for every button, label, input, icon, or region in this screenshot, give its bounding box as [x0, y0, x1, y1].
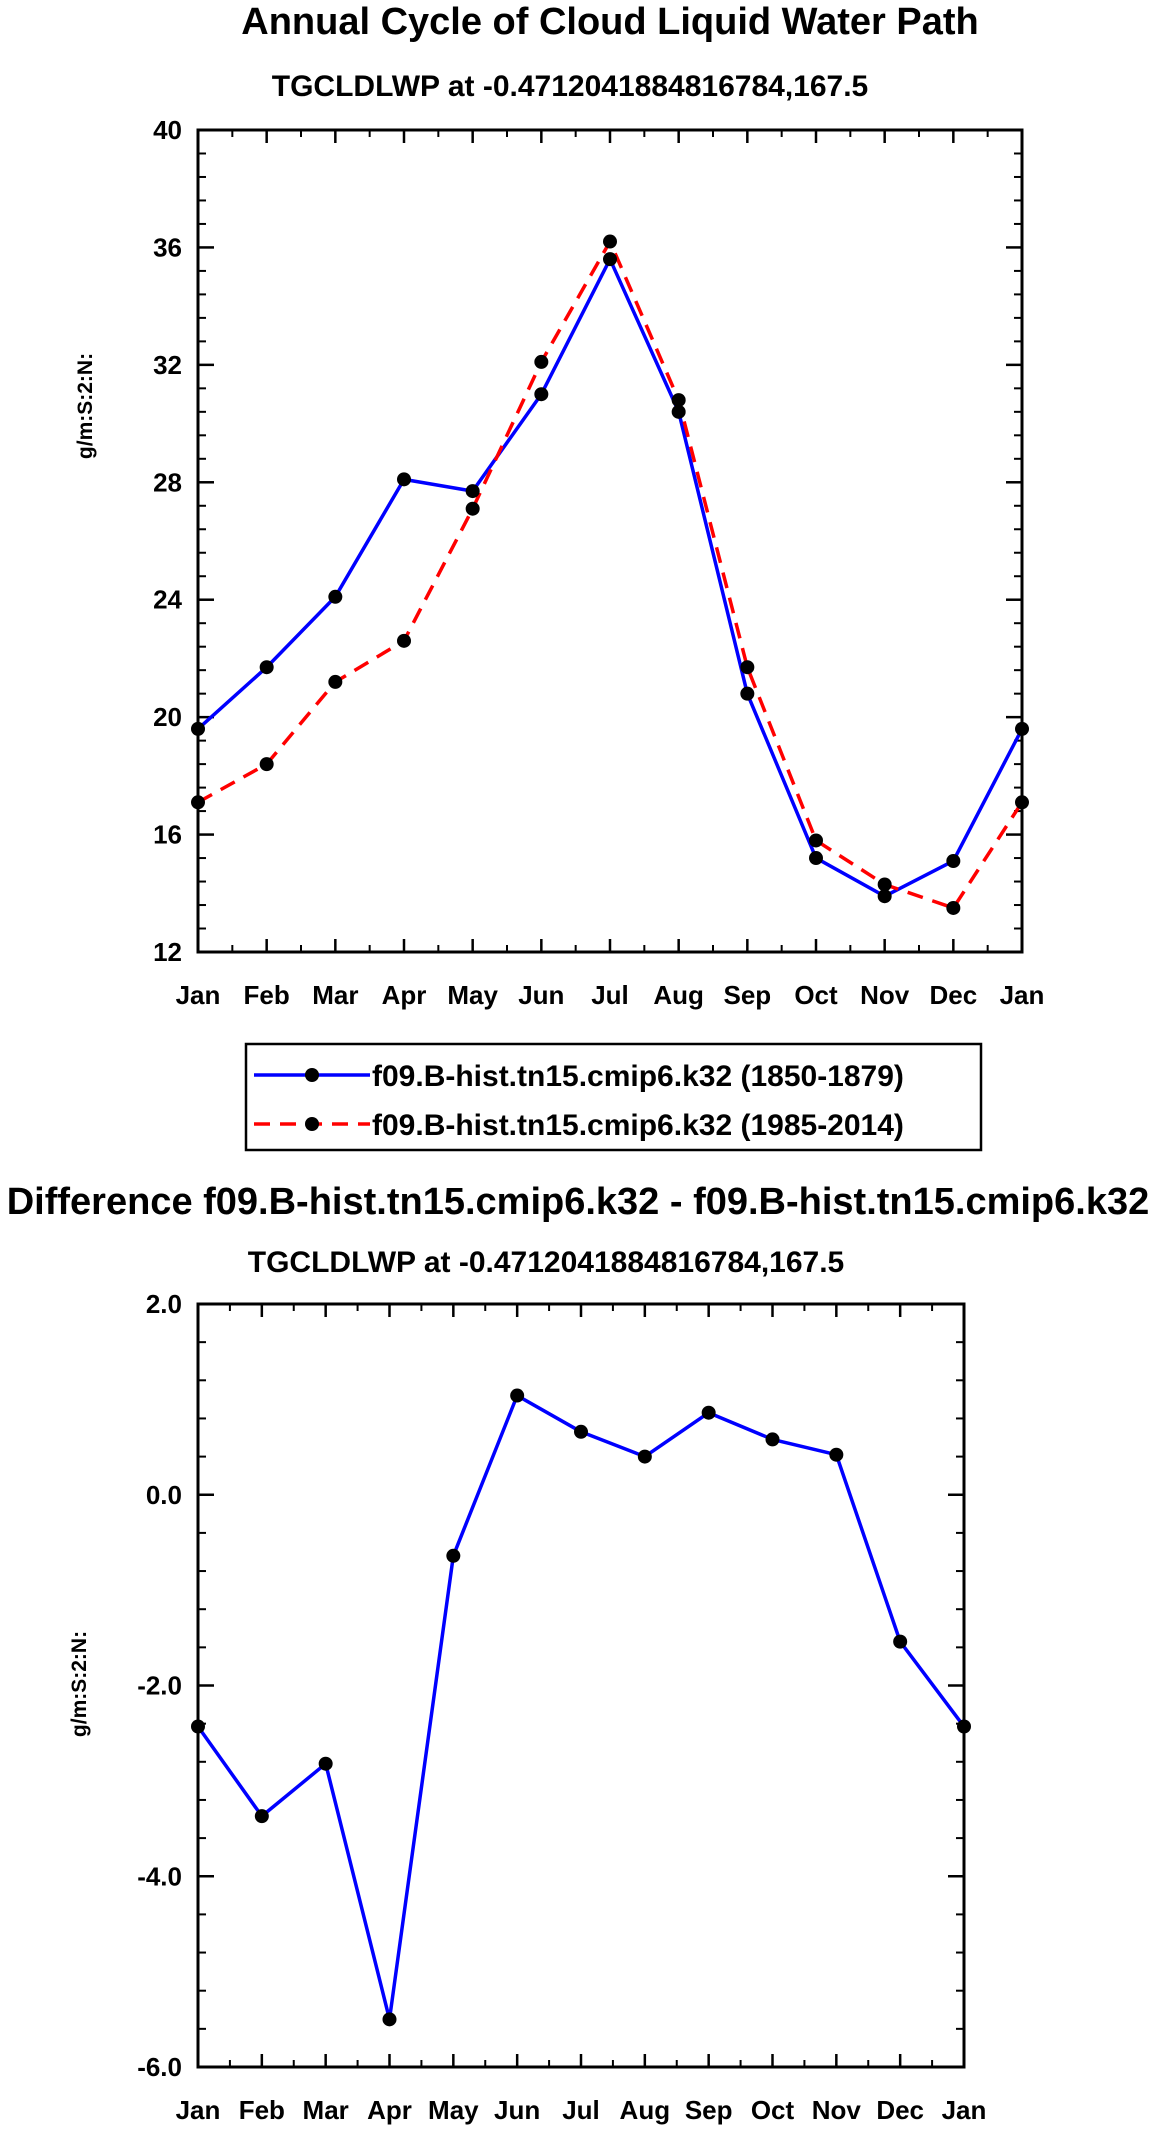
plot-area-difference: Jan Feb Mar Apr May Jun Jul Aug Sep Oct Nov Dec Jan -…: [137, 1289, 986, 2125]
y-tick-label: 2.0: [146, 1289, 182, 1319]
legend-box: [244, 1042, 983, 1152]
y-axis-label: g/m:S:2:N:: [74, 353, 97, 459]
plot-frame: [196, 1302, 966, 2069]
data-point-series-1: [877, 889, 892, 904]
data-point-series-1: [446, 1548, 461, 1563]
x-tick-label: Apr: [367, 2095, 412, 2125]
legend-label-series-1: f09.B-hist.tn15.cmip6.k32 (1850-1879): [372, 1060, 904, 1093]
data-point-series-1: [574, 1424, 588, 1439]
x-tick-label: Jan: [1000, 980, 1045, 1010]
chart-title-difference: Difference f09.B-hist.tn15.cmip6.k32 - f…: [7, 1181, 1150, 1223]
series-line-1: [196, 257, 1024, 898]
y-tick-label: 36: [153, 232, 182, 262]
legend-marker-series-2: [305, 1117, 319, 1131]
data-point-series-1: [701, 1405, 716, 1420]
chart-subtitle: TGCLDLWP at -0.4712041884816784,167.5: [272, 70, 868, 103]
data-point-series-2: [1015, 795, 1029, 810]
y-tick-label: -6.0: [137, 2052, 182, 2082]
x-tick-label: Aug: [620, 2095, 671, 2125]
data-point-series-1: [254, 1809, 269, 1824]
data-point-series-1: [946, 853, 961, 868]
x-tick-label: Feb: [239, 2095, 285, 2125]
difference-chart: Difference f09.B-hist.tn15.cmip6.k32 - f…: [7, 1181, 1150, 2125]
y-tick-label: 24: [153, 585, 182, 615]
data-point-series-2: [740, 660, 755, 675]
legend-label-series-2: f09.B-hist.tn15.cmip6.k32 (1985-2014): [372, 1109, 904, 1142]
x-tick-label: Mar: [312, 980, 358, 1010]
data-point-series-1: [534, 387, 549, 402]
data-point-series-1: [671, 404, 686, 419]
x-tick-label: Jun: [518, 980, 564, 1010]
data-point-series-1: [637, 1449, 652, 1464]
x-tick-label: Dec: [876, 2095, 924, 2125]
x-tick-label: Nov: [860, 980, 910, 1010]
data-point-series-1: [191, 1719, 205, 1734]
x-tick-label: Aug: [653, 980, 704, 1010]
data-point-series-2: [259, 757, 274, 772]
x-tick-label: Oct: [794, 980, 838, 1010]
data-point-series-2: [809, 833, 823, 848]
data-point-series-1: [259, 660, 274, 675]
data-point-series-2: [671, 393, 686, 408]
x-tick-label: May: [447, 980, 498, 1010]
series-line-1: [196, 1393, 966, 2022]
data-point-series-2: [877, 877, 892, 892]
x-tick-label: Jan: [942, 2095, 987, 2125]
x-tick-label: Dec: [929, 980, 977, 1010]
x-tick-label: Jun: [494, 2095, 540, 2125]
data-point-series-1: [829, 1447, 844, 1462]
data-point-series-2: [328, 674, 343, 689]
legend: f09.B-hist.tn15.cmip6.k32 (1850-1879) f0…: [244, 1042, 983, 1152]
y-tick-label: 28: [153, 467, 182, 497]
data-point-series-1: [328, 589, 343, 604]
y-tick-label: 0.0: [146, 1480, 182, 1510]
y-tick-label: 32: [153, 350, 182, 380]
data-point-series-1: [318, 1756, 333, 1771]
data-point-series-2: [397, 633, 411, 648]
y-tick-label: 20: [153, 702, 182, 732]
y-tick-label: -2.0: [137, 1671, 182, 1701]
y-tick-label: -4.0: [137, 1861, 182, 1891]
plot-area: Jan Feb Mar Apr May Jun Jul Aug Sep Oct Nov Dec Jan 1…: [153, 115, 1044, 1010]
y-tick-label: 40: [153, 115, 182, 145]
x-tick-label: Apr: [382, 980, 427, 1010]
series-line-2: [197, 239, 1024, 910]
x-tick-label: May: [428, 2095, 479, 2125]
x-tick-label: Mar: [303, 2095, 349, 2125]
data-point-series-1: [465, 484, 480, 499]
chart-subtitle-difference: TGCLDLWP at -0.4712041884816784,167.5: [248, 1246, 844, 1279]
data-point-series-1: [397, 472, 411, 487]
x-tick-label: Jan: [176, 2095, 221, 2125]
x-tick-label: Jul: [591, 980, 629, 1010]
y-tick-label: 16: [153, 820, 182, 850]
data-point-series-1: [382, 2012, 397, 2027]
chart-title: Annual Cycle of Cloud Liquid Water Path: [241, 1, 979, 43]
x-tick-label: Feb: [244, 980, 290, 1010]
x-tick-label: Sep: [685, 2095, 733, 2125]
x-tick-label: Jul: [562, 2095, 600, 2125]
data-point-series-2: [534, 354, 549, 369]
data-point-series-2: [465, 501, 480, 516]
data-point-series-1: [809, 851, 823, 866]
x-tick-label: Sep: [723, 980, 771, 1010]
data-point-series-2: [191, 795, 205, 810]
y-tick-label: 12: [153, 937, 182, 967]
x-tick-label: Oct: [751, 2095, 795, 2125]
data-point-series-1: [765, 1432, 780, 1447]
y-axis-label-difference: g/m:S:2:N:: [68, 1631, 91, 1737]
data-point-series-1: [740, 686, 755, 701]
data-point-series-1: [603, 252, 617, 267]
data-point-series-1: [1015, 721, 1029, 736]
x-tick-label: Jan: [176, 980, 221, 1010]
data-point-series-1: [893, 1634, 908, 1649]
data-point-series-1: [510, 1388, 525, 1403]
legend-marker-series-1: [305, 1068, 319, 1082]
data-point-series-1: [191, 721, 205, 736]
data-point-series-1: [957, 1719, 971, 1734]
data-point-series-2: [946, 900, 961, 915]
data-point-series-2: [603, 234, 617, 249]
annual-cycle-chart: Annual Cycle of Cloud Liquid Water Path …: [74, 1, 1044, 1010]
x-tick-label: Nov: [812, 2095, 862, 2125]
